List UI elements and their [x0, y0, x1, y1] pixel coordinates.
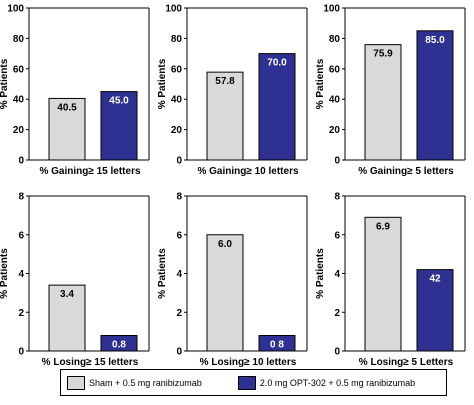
y-tick-label: 8: [18, 192, 24, 203]
y-tick-label: 6: [18, 230, 24, 241]
chart-panel-5: 0 2 4 6 8 % Patients 6.0 0 8 % Losing≥ 10 letter…: [157, 192, 308, 368]
y-tick-label: 0: [334, 347, 340, 358]
data-label-opt: 42: [429, 274, 441, 285]
y-tick-label: 60: [329, 64, 341, 75]
chart-panel-6: 0 2 4 6 8 % Patients 6.9 42 % Losing≥ 5 Letters: [315, 192, 466, 368]
bar-sham: [364, 216, 402, 352]
y-tick-label: 80: [13, 34, 25, 45]
y-tick-label: 60: [13, 64, 25, 75]
bar-sham: [364, 44, 402, 161]
bar-sham: [206, 234, 244, 352]
legend-swatch-opt: [237, 375, 256, 390]
y-tick-label: 4: [176, 269, 182, 280]
data-label-sham: 6.9: [376, 221, 390, 232]
y-axis-label: % Patients: [315, 248, 326, 299]
y-tick-label: 20: [329, 125, 341, 136]
legend: Sham + 0.5 mg ranibizumab 2.0 mg OPT-302…: [60, 369, 447, 396]
y-tick-label: 2: [334, 308, 340, 319]
chart-panel-1: 0 20 40 60 80 100 % Patients 40.5 45.0 % Gaining≥…: [0, 4, 150, 177]
chart-panel-4: 0 2 4 6 8 % Patients 3.4 0.8 % Losing≥ 15 letter…: [0, 192, 150, 368]
data-label-sham: 3.4: [60, 289, 74, 300]
y-tick-label: 80: [171, 34, 183, 45]
y-tick-label: 2: [18, 308, 24, 319]
data-label-opt: 0 8: [270, 340, 284, 351]
legend-item-sham: Sham + 0.5 mg ranibizumab: [67, 375, 202, 390]
y-tick-label: 100: [165, 4, 182, 15]
legend-label-opt: 2.0 mg OPT-302 + 0.5 mg ranibizumab: [259, 377, 416, 388]
y-tick-label: 100: [7, 4, 24, 15]
bar-opt: [416, 269, 454, 352]
y-tick-label: 4: [18, 269, 24, 280]
data-label-opt: 85.0: [425, 35, 445, 46]
y-axis-label: % Patients: [0, 248, 10, 299]
data-label-opt: 70.0: [267, 58, 287, 69]
y-tick-label: 4: [334, 269, 340, 280]
legend-label-sham: Sham + 0.5 mg ranibizumab: [89, 377, 202, 388]
y-tick-label: 100: [323, 4, 340, 15]
y-axis-label: % Patients: [157, 58, 168, 109]
bar-sham: [206, 71, 244, 161]
y-tick-label: 40: [171, 95, 183, 106]
chart-panel-2: 0 20 40 60 80 100 % Patients 57.8 70.0 % Gaining≥…: [157, 4, 308, 177]
x-axis-label: % Gaining≥ 10 letters: [197, 166, 299, 177]
bar-sham: [48, 97, 86, 161]
y-tick-label: 60: [171, 64, 183, 75]
y-tick-label: 40: [13, 95, 25, 106]
x-axis-label: % Losing≥ 15 letters: [42, 357, 139, 368]
y-tick-label: 8: [334, 192, 340, 203]
y-axis-label: % Patients: [157, 248, 168, 299]
y-tick-label: 20: [13, 125, 25, 136]
x-axis-label: % Losing≥ 10 letters: [200, 357, 297, 368]
data-label-sham: 6.0: [218, 239, 232, 250]
chart-panel-3: 0 20 40 60 80 100 % Patients 75.9 85.0 % Gaining≥…: [315, 4, 466, 177]
y-tick-label: 8: [176, 192, 182, 203]
legend-swatch-sham: [67, 375, 85, 390]
bar-opt: [100, 91, 138, 161]
y-tick-label: 20: [171, 125, 183, 136]
x-axis-label: % Gaining≥ 5 letters: [358, 166, 454, 177]
y-tick-label: 6: [334, 230, 340, 241]
y-tick-label: 0: [176, 156, 182, 167]
y-tick-label: 0: [176, 347, 182, 358]
y-axis-label: % Patients: [0, 58, 10, 109]
bar-opt: [258, 335, 296, 352]
data-label-sham: 57.8: [215, 76, 235, 87]
x-axis-label: % Gaining≥ 15 letters: [39, 166, 141, 177]
data-label-opt: 0.8: [112, 340, 126, 351]
bar-sham: [48, 284, 86, 352]
y-tick-label: 80: [329, 34, 341, 45]
y-tick-label: 0: [334, 156, 340, 167]
data-label-sham: 75.9: [373, 49, 393, 60]
data-label-opt: 45.0: [109, 96, 129, 107]
legend-item-opt: 2.0 mg OPT-302 + 0.5 mg ranibizumab: [237, 375, 416, 390]
bar-opt: [258, 53, 296, 161]
x-axis-label: % Losing≥ 5 Letters: [359, 357, 454, 368]
bar-opt: [100, 335, 138, 352]
y-tick-label: 40: [329, 95, 341, 106]
y-axis-label: % Patients: [315, 58, 326, 109]
y-tick-label: 6: [176, 230, 182, 241]
data-label-sham: 40.5: [57, 102, 77, 113]
bar-opt: [416, 30, 454, 161]
y-tick-label: 0: [18, 347, 24, 358]
y-tick-label: 0: [18, 156, 24, 167]
y-tick-label: 2: [176, 308, 182, 319]
